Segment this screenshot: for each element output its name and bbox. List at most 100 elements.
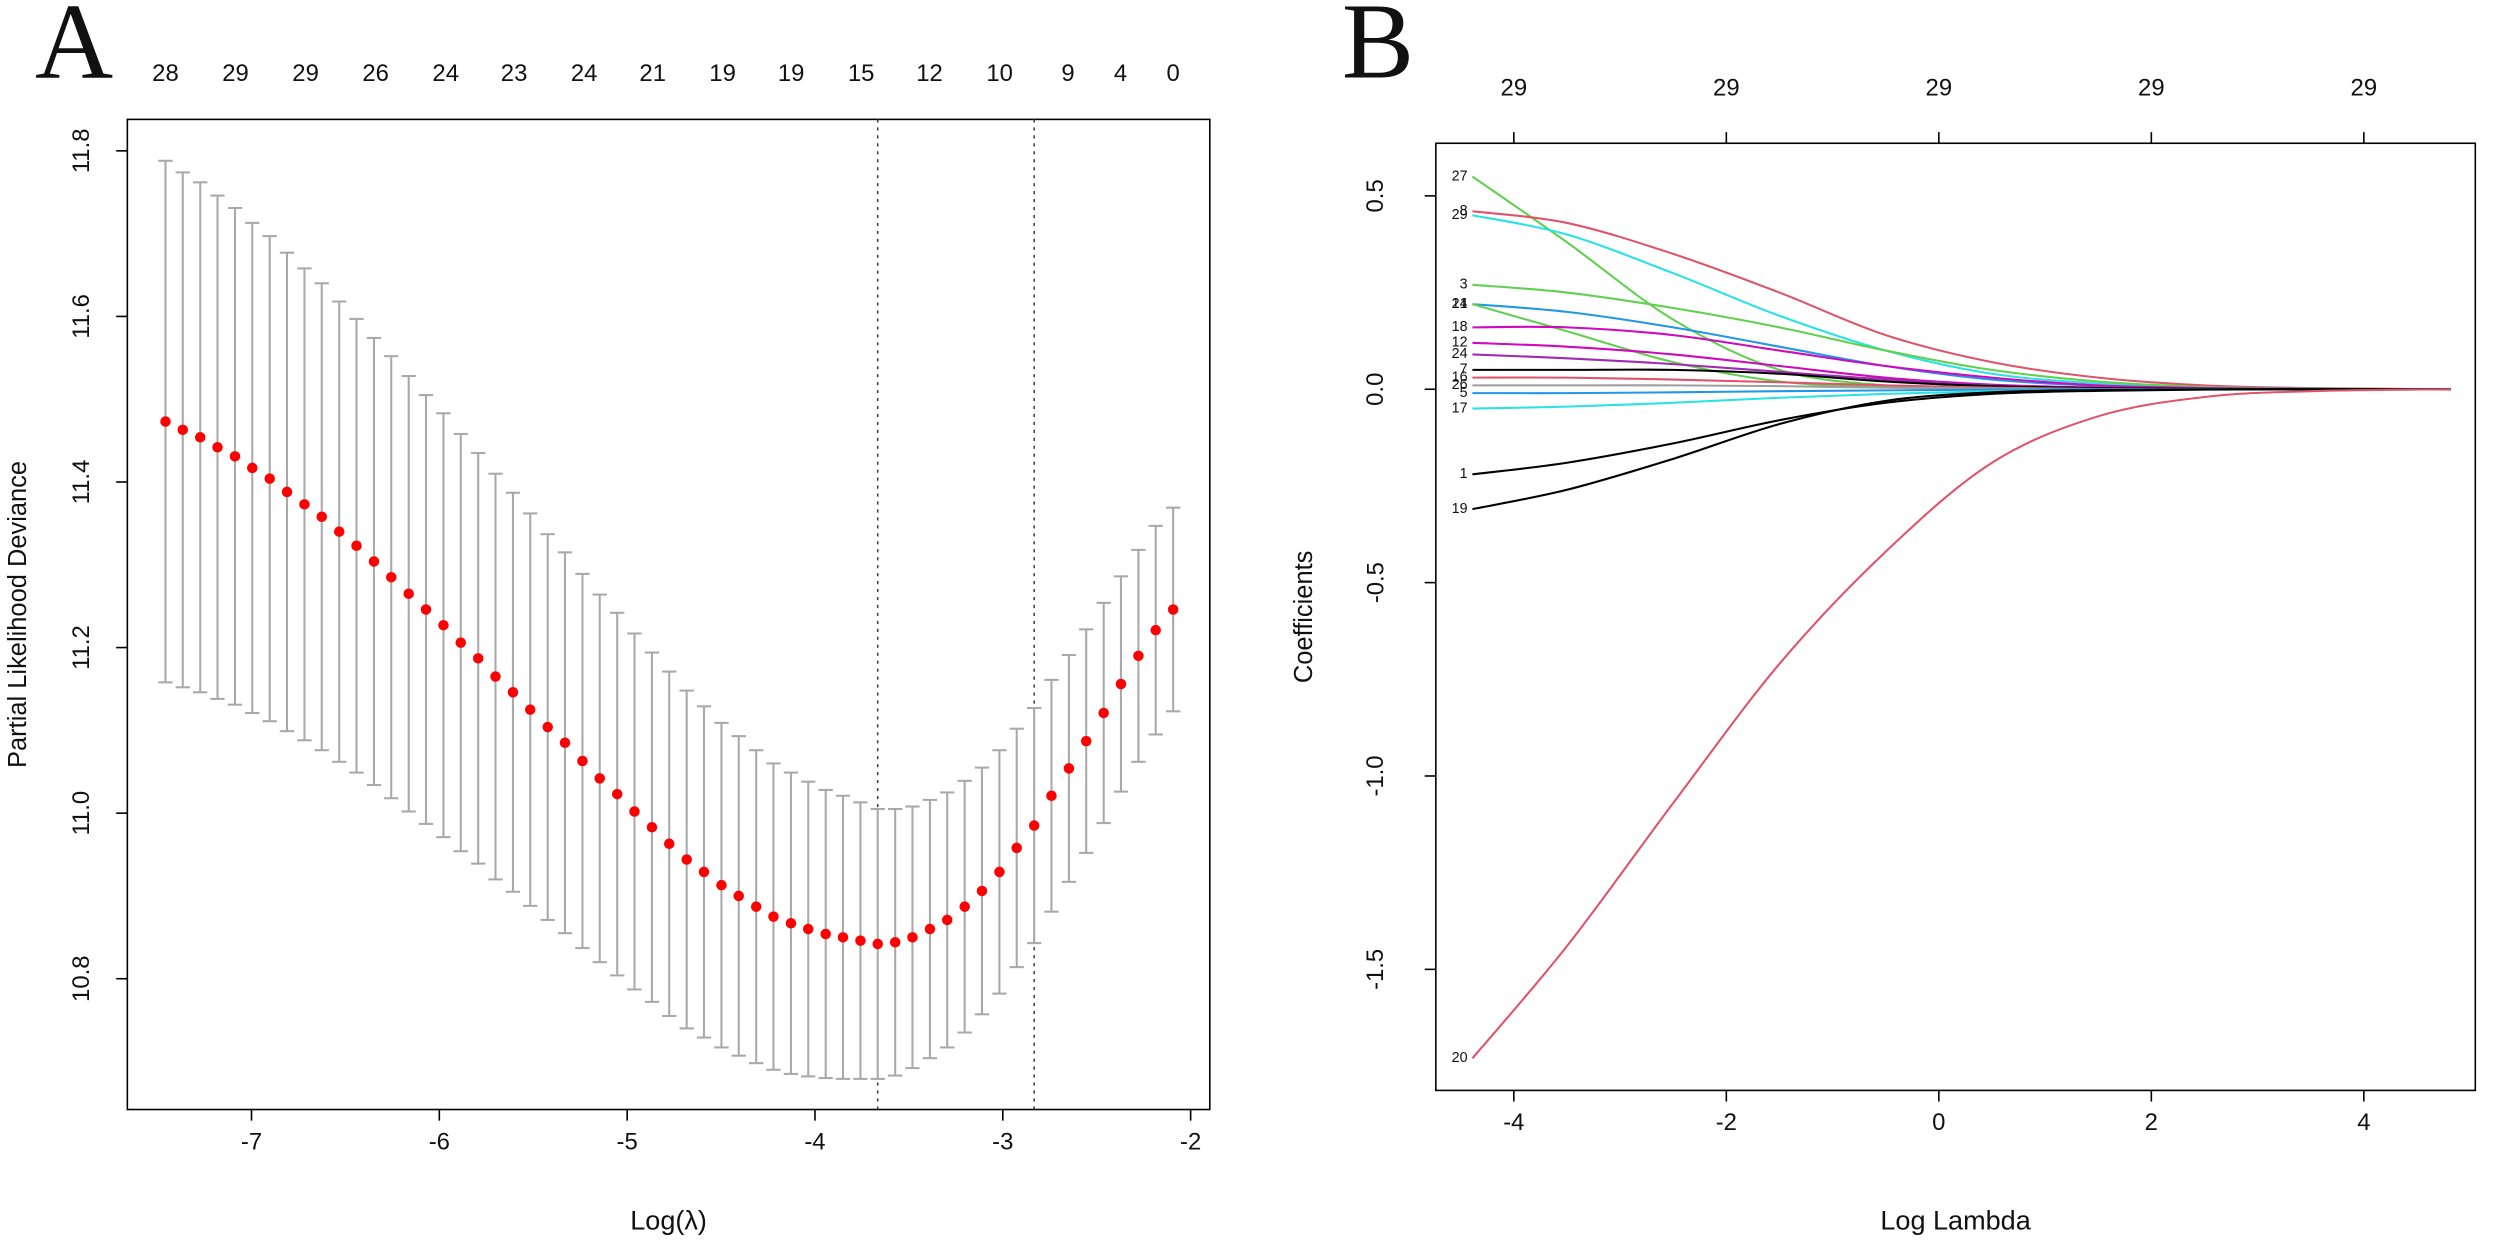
point xyxy=(524,704,536,715)
top-tick-label: 0 xyxy=(1167,60,1180,87)
point xyxy=(1080,735,1092,747)
point xyxy=(785,917,797,929)
top-tick-label: 23 xyxy=(501,60,528,87)
point xyxy=(559,737,571,749)
x-tick-label: 2 xyxy=(2145,1109,2158,1136)
series-label: 26 xyxy=(1452,377,1468,393)
point xyxy=(490,671,501,682)
top-tick-label: 29 xyxy=(2138,74,2165,101)
coef-path xyxy=(1472,325,2451,391)
x-tick-label: -7 xyxy=(241,1128,262,1155)
series-label: 21 xyxy=(1452,296,1468,312)
point xyxy=(872,938,883,950)
series-label: 19 xyxy=(1452,501,1468,517)
series-label: 16 xyxy=(1452,369,1468,385)
point xyxy=(611,788,623,800)
series-label: 18 xyxy=(1452,319,1468,335)
top-tick-label: 10 xyxy=(986,60,1013,87)
point xyxy=(577,755,588,767)
point xyxy=(542,721,553,733)
point xyxy=(368,556,380,567)
point xyxy=(889,937,901,948)
y-axis-label: Partial Likelihood Deviance xyxy=(4,461,32,768)
point xyxy=(507,687,519,698)
y-tick-label: 0.0 xyxy=(1362,373,1389,406)
point xyxy=(455,637,466,648)
point xyxy=(177,424,189,436)
point xyxy=(316,511,328,523)
x-tick-label: -6 xyxy=(429,1128,450,1155)
point xyxy=(194,432,206,443)
series-label: 7 xyxy=(1460,362,1468,378)
series-label: 14 xyxy=(1452,296,1468,312)
point xyxy=(403,588,414,600)
top-tick-label: 29 xyxy=(1926,74,1953,101)
top-tick-label: 26 xyxy=(362,60,389,87)
series-label: 17 xyxy=(1452,400,1468,416)
point xyxy=(1167,604,1179,615)
panel-label: B xyxy=(1342,0,1414,101)
point xyxy=(629,806,640,817)
point xyxy=(472,653,484,664)
x-tick-label: -5 xyxy=(617,1128,638,1155)
top-tick-label: 4 xyxy=(1114,60,1127,87)
x-tick-label: -4 xyxy=(804,1128,825,1155)
point xyxy=(246,462,258,474)
top-tick-label: 29 xyxy=(2351,74,2378,101)
point xyxy=(1133,650,1144,662)
top-tick-label: 15 xyxy=(848,60,875,87)
top-tick-label: 24 xyxy=(432,60,459,87)
point xyxy=(733,890,744,902)
top-tick-label: 29 xyxy=(1713,74,1740,101)
x-tick-label: -3 xyxy=(992,1128,1013,1155)
panel: A Log(λ) Partial Likelihood Deviance -7 -6 -5… xyxy=(4,0,1211,1236)
y-tick-label: 0.5 xyxy=(1362,179,1389,212)
point xyxy=(1063,763,1075,774)
y-tick-label: 11.2 xyxy=(68,625,95,670)
point xyxy=(907,932,918,943)
series-label: 8 xyxy=(1460,203,1468,219)
x-tick-label: 0 xyxy=(1932,1109,1945,1136)
point xyxy=(994,866,1005,878)
point xyxy=(802,923,814,935)
point xyxy=(385,571,397,583)
point xyxy=(976,885,988,897)
top-tick-label: 9 xyxy=(1061,60,1074,87)
point xyxy=(1011,842,1022,854)
point xyxy=(941,914,953,926)
top-tick-label: 12 xyxy=(916,60,943,87)
top-tick-label: 24 xyxy=(571,60,598,87)
point xyxy=(646,821,658,833)
x-tick-label: 4 xyxy=(2357,1109,2370,1136)
point xyxy=(959,901,970,912)
point xyxy=(716,879,727,891)
point xyxy=(594,773,605,784)
point xyxy=(299,499,310,510)
plot-frame xyxy=(126,118,1211,1111)
series-label: 5 xyxy=(1460,385,1468,401)
point xyxy=(333,526,345,537)
coef-path xyxy=(1472,353,2451,391)
x-axis-label: Log Lambda xyxy=(1880,1206,2031,1236)
series-label: 3 xyxy=(1460,277,1468,293)
y-tick-label: 10.8 xyxy=(68,955,95,1001)
x-axis-label: Log(λ) xyxy=(630,1206,707,1236)
top-tick-label: 19 xyxy=(709,60,736,87)
point xyxy=(1150,624,1161,636)
point xyxy=(281,486,293,498)
top-tick-label: 28 xyxy=(152,60,179,87)
panel-label: A xyxy=(35,0,113,101)
point xyxy=(438,619,449,631)
top-tick-label: 29 xyxy=(222,60,249,87)
point xyxy=(420,604,432,615)
coef-path xyxy=(1472,388,2451,511)
coef-path xyxy=(1471,175,2451,391)
point xyxy=(768,911,779,922)
plot-frame xyxy=(1435,142,2477,1092)
point xyxy=(681,854,692,865)
y-tick-label: -0.5 xyxy=(1362,562,1389,603)
top-tick-label: 29 xyxy=(292,60,319,87)
